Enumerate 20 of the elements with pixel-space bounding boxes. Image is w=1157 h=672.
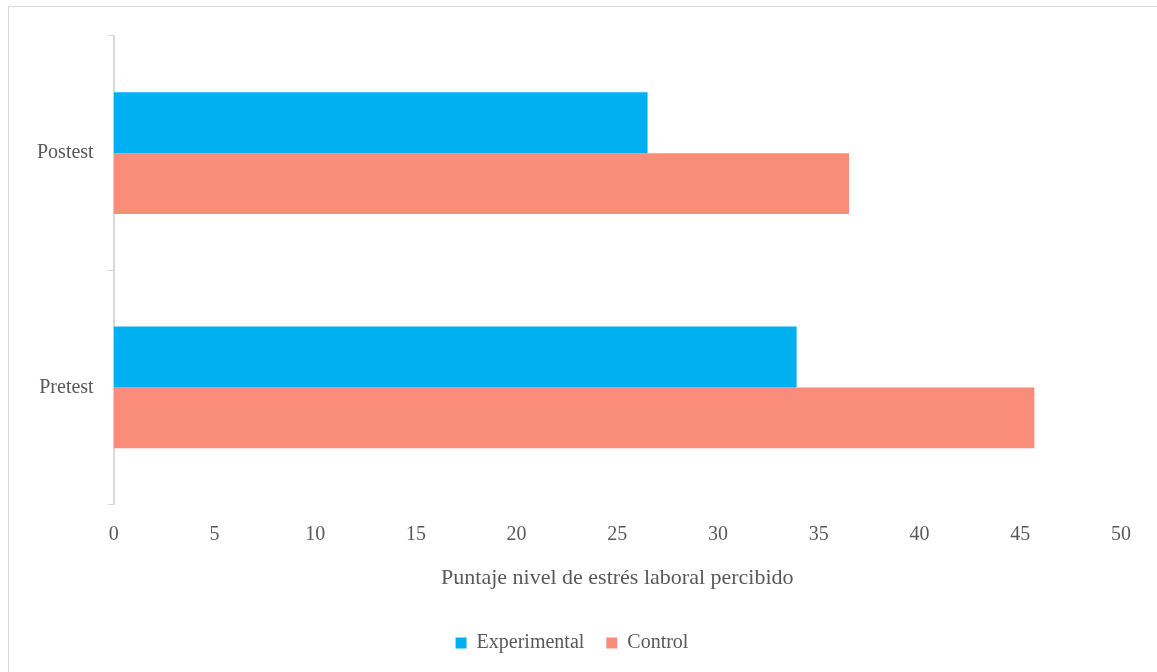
x-tick-label: 0 [108,521,119,544]
legend-label: Control [627,630,689,653]
bar [113,326,797,388]
x-tick-label: 40 [909,521,930,544]
x-axis-title: Puntaje nivel de estrés laboral percibido [441,563,794,589]
x-tick-label: 50 [1111,521,1131,544]
bar [113,92,648,154]
bar [113,387,1035,449]
bar [113,153,850,215]
x-tick-label: 5 [209,521,220,544]
x-tick-label: 45 [1010,521,1031,544]
x-tick-label: 20 [506,521,527,544]
x-tick-label: 15 [405,521,426,544]
x-tick-label: 30 [708,521,729,544]
x-tick-label: 25 [607,521,628,544]
legend-label: Experimental [476,630,585,654]
x-tick-label: 10 [305,521,326,544]
x-tick-label: 35 [808,521,829,544]
y-tick-label: Postest [36,140,95,163]
y-tick-label: Pretest [39,374,95,397]
